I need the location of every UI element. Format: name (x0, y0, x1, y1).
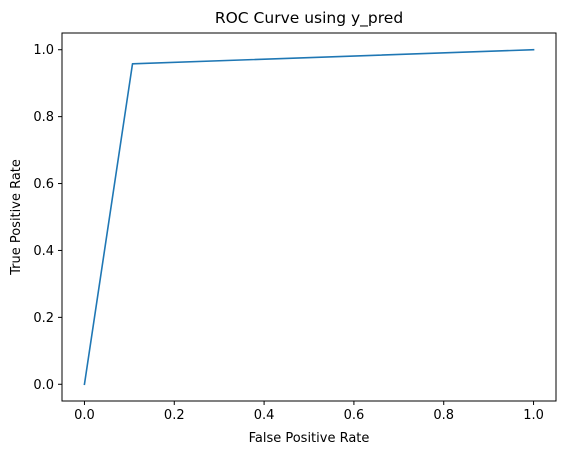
chart-title: ROC Curve using y_pred (215, 9, 403, 28)
x-tick-label: 0.6 (344, 408, 365, 423)
series-layer (83, 48, 535, 386)
y-tick-label: 0.8 (33, 110, 54, 125)
roc-curve-line (83, 48, 535, 386)
y-tick-label: 0.6 (33, 177, 54, 192)
y-tick-label: 0.0 (33, 378, 54, 393)
y-tick-label: 0.4 (33, 244, 54, 259)
x-axis-ticks: 0.0 0.2 0.4 0.6 0.8 1.0 (74, 401, 544, 423)
y-axis-title: True Positive Rate (9, 159, 24, 276)
x-tick-label: 0.8 (433, 408, 454, 423)
plot-frame (61, 32, 557, 402)
x-tick-label: 0.2 (164, 408, 185, 423)
x-tick-label: 1.0 (523, 408, 544, 423)
y-axis-ticks: 0.0 0.2 0.4 0.6 0.8 1.0 (33, 43, 62, 393)
y-tick-label: 1.0 (33, 43, 54, 58)
y-tick-label: 0.2 (33, 311, 54, 326)
x-tick-label: 0.0 (74, 408, 95, 423)
x-tick-label: 0.4 (254, 408, 275, 423)
x-axis-title: False Positive Rate (249, 431, 370, 446)
